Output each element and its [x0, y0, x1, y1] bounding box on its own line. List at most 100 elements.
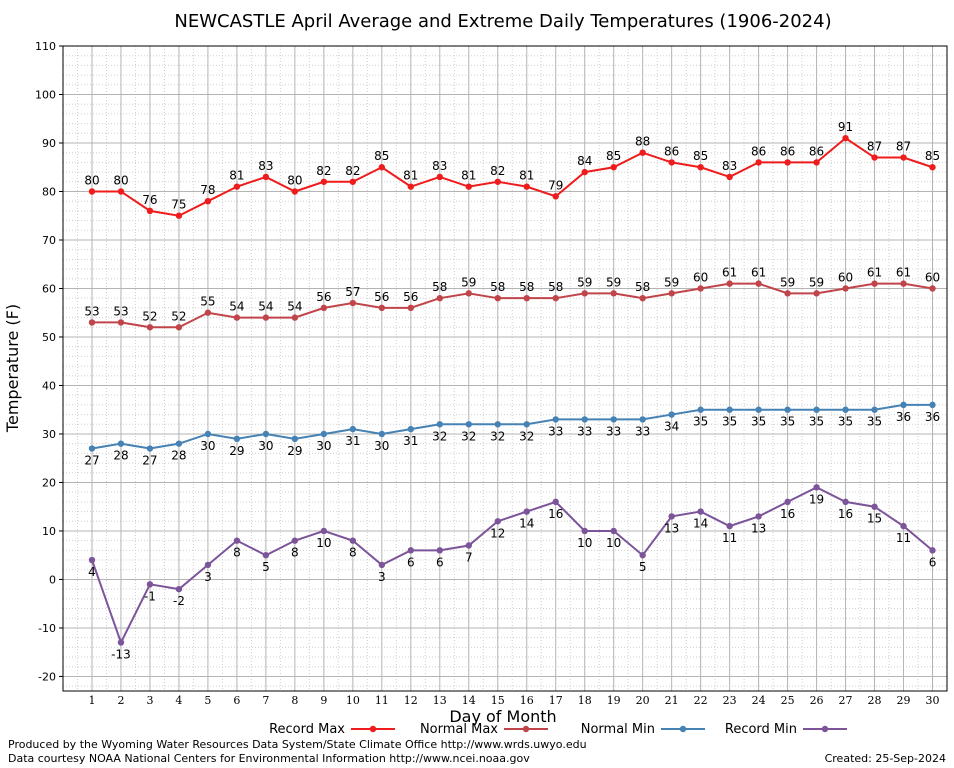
- x-tick-label: 1: [88, 694, 95, 707]
- record-min-point: [523, 508, 530, 515]
- y-tick-label: 80: [42, 185, 56, 198]
- footer-created: Created: 25-Sep-2024: [824, 752, 946, 765]
- normal-min-point: [668, 411, 675, 418]
- normal-max-data-label: 59: [664, 275, 679, 289]
- x-tick-label: 20: [636, 694, 650, 707]
- x-tick-label: 3: [146, 694, 153, 707]
- record-min-point: [552, 498, 559, 506]
- record-min-data-label: 6: [436, 555, 444, 569]
- x-tick-label: 8: [291, 694, 298, 707]
- record-min-data-label: 5: [262, 560, 270, 574]
- x-tick-label: 5: [204, 694, 211, 707]
- record-min-data-label: 15: [867, 512, 882, 526]
- x-tick-label: 28: [868, 694, 882, 707]
- normal-min-point: [175, 440, 183, 447]
- record-max-data-label: 80: [84, 173, 99, 187]
- normal-min-data-label: 32: [490, 429, 505, 443]
- record-max-point: [233, 183, 241, 190]
- record-max-data-label: 87: [896, 140, 911, 154]
- record-max-data-label: 82: [316, 164, 331, 178]
- record-max-point: [407, 183, 415, 190]
- y-tick-label: -20: [38, 670, 56, 683]
- record-max-data-label: 81: [229, 169, 244, 183]
- record-min-point: [813, 484, 820, 491]
- normal-min-data-label: 35: [838, 415, 853, 429]
- legend-marker-record-min: [821, 725, 829, 733]
- record-max-data-label: 88: [635, 135, 650, 149]
- normal-max-point: [494, 294, 501, 302]
- normal-max-point: [262, 314, 270, 321]
- normal-max-data-label: 57: [345, 285, 360, 299]
- record-min-point: [88, 556, 96, 564]
- normal-min-point: [610, 416, 617, 423]
- normal-max-data-label: 58: [635, 280, 650, 294]
- normal-min-data-label: 29: [287, 444, 302, 458]
- normal-min-data-label: 31: [345, 434, 360, 448]
- normal-min-data-label: 35: [693, 415, 708, 429]
- normal-max-data-label: 59: [461, 275, 476, 289]
- record-max-data-label: 86: [751, 144, 766, 158]
- normal-max-point: [552, 294, 559, 302]
- record-max-data-label: 83: [258, 159, 273, 173]
- normal-min-point: [349, 425, 357, 433]
- record-max-data-label: 86: [809, 144, 824, 158]
- y-tick-label: 0: [49, 573, 56, 586]
- normal-max-point: [871, 280, 878, 287]
- grid: [63, 45, 947, 691]
- normal-min-data-label: 32: [461, 429, 476, 443]
- normal-max-data-label: 52: [142, 309, 157, 323]
- record-min-data-label: 3: [204, 570, 212, 584]
- record-min-data-label: 14: [519, 517, 534, 531]
- record-max-point: [262, 173, 270, 181]
- record-min-data-label: 3: [378, 570, 386, 584]
- normal-max-point: [813, 290, 820, 297]
- x-tick-label: 9: [320, 694, 327, 707]
- record-min-data-label: 5: [639, 560, 647, 574]
- x-tick-label: 26: [810, 694, 824, 707]
- normal-max-data-label: 59: [809, 275, 824, 289]
- normal-max-data-label: 61: [896, 266, 911, 280]
- record-min-data-label: -2: [173, 594, 185, 608]
- x-tick-label: 11: [375, 694, 389, 707]
- x-tick-label: 15: [491, 694, 505, 707]
- record-max-point: [117, 188, 125, 195]
- y-tick-label: 60: [42, 282, 56, 295]
- record-max-data-label: 81: [461, 169, 476, 183]
- x-tick-label: 18: [578, 694, 592, 707]
- record-max-point: [581, 168, 588, 176]
- legend-marker-normal-min: [679, 725, 687, 733]
- record-max-point: [88, 188, 96, 195]
- y-tick-label: 10: [42, 525, 56, 538]
- record-min-point: [900, 522, 907, 530]
- record-min-point: [291, 537, 299, 544]
- normal-max-point: [204, 309, 212, 316]
- x-tick-label: 12: [404, 694, 418, 707]
- record-max-point: [349, 178, 357, 185]
- normal-max-point: [349, 299, 357, 307]
- normal-min-data-label: 28: [171, 449, 186, 463]
- normal-max-point: [610, 290, 617, 297]
- record-min-data-label: 6: [407, 555, 415, 569]
- normal-max-data-label: 52: [171, 309, 186, 323]
- normal-min-data-label: 30: [316, 439, 331, 453]
- x-tick-label: 7: [262, 694, 269, 707]
- normal-min-point: [407, 425, 415, 433]
- normal-min-point: [436, 421, 443, 428]
- record-max-point: [204, 197, 212, 205]
- normal-min-data-label: 30: [374, 439, 389, 453]
- record-max-point: [639, 149, 646, 156]
- normal-max-point: [842, 285, 849, 292]
- record-max-data-label: 75: [171, 198, 186, 212]
- y-tick-label: 100: [35, 88, 56, 101]
- record-min-data-label: 4: [88, 565, 96, 579]
- x-tick-label: 6: [233, 694, 240, 707]
- record-max-point: [900, 154, 907, 161]
- normal-max-point: [755, 280, 762, 287]
- x-tick-label: 14: [462, 694, 476, 707]
- record-max-data-label: 85: [925, 149, 940, 163]
- normal-min-point: [581, 416, 588, 423]
- y-tick-label: 40: [42, 379, 56, 392]
- normal-min-data-label: 34: [664, 420, 679, 434]
- record-min-data-label: 12: [490, 526, 505, 540]
- record-max-data-label: 85: [606, 149, 621, 163]
